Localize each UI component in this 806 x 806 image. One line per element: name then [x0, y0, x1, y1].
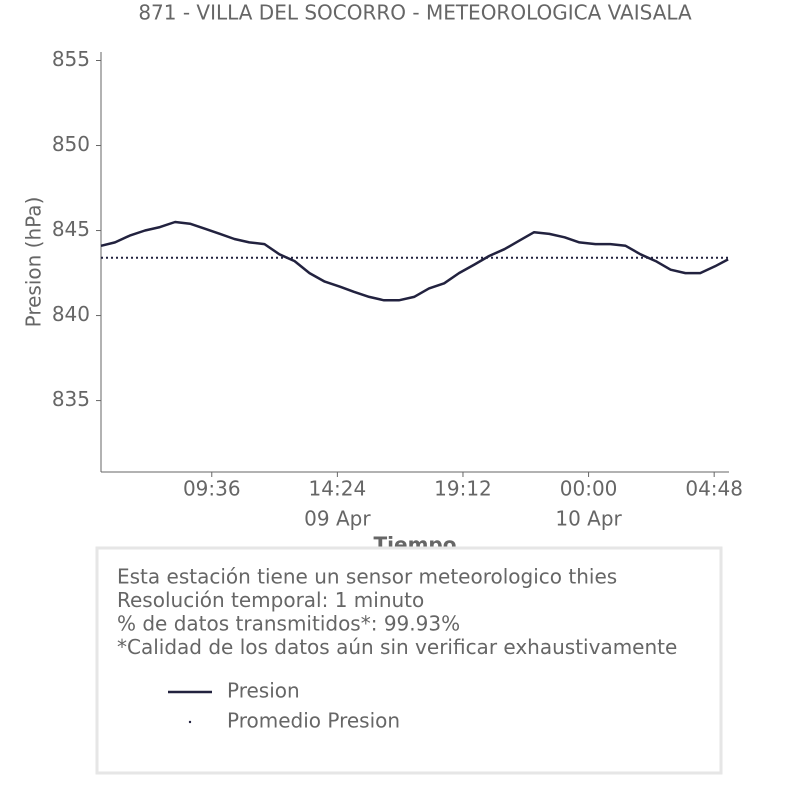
legend-dot	[188, 720, 192, 724]
x-tick-label: 04:48	[685, 477, 743, 501]
x-tick-label: 19:12	[434, 477, 492, 501]
y-tick-label: 845	[52, 217, 90, 241]
y-axis-label: Presion (hPa)	[22, 197, 46, 328]
y-tick-label: 835	[52, 387, 90, 411]
x-date-label: 10 Apr	[555, 507, 622, 531]
info-line: Resolución temporal: 1 minuto	[117, 588, 424, 612]
x-tick-label: 14:24	[309, 477, 367, 501]
x-tick-label: 00:00	[560, 477, 618, 501]
legend-label: Presion	[227, 679, 300, 703]
y-tick-label: 850	[52, 132, 90, 156]
info-line: *Calidad de los datos aún sin verificar …	[117, 635, 677, 659]
x-date-label: 09 Apr	[304, 507, 371, 531]
x-tick-label: 09:36	[183, 477, 241, 501]
info-box	[95, 546, 723, 775]
legend-label: Promedio Presion	[227, 709, 400, 733]
y-tick-label: 840	[52, 302, 90, 326]
chart-title: 871 - VILLA DEL SOCORRO - METEOROLOGICA …	[138, 1, 692, 25]
info-line: % de datos transmitidos*: 99.93%	[117, 612, 460, 636]
pressure-line	[100, 220, 729, 302]
y-tick-label: 855	[52, 47, 90, 71]
info-line: Esta estación tiene un sensor meteorolog…	[117, 565, 617, 589]
